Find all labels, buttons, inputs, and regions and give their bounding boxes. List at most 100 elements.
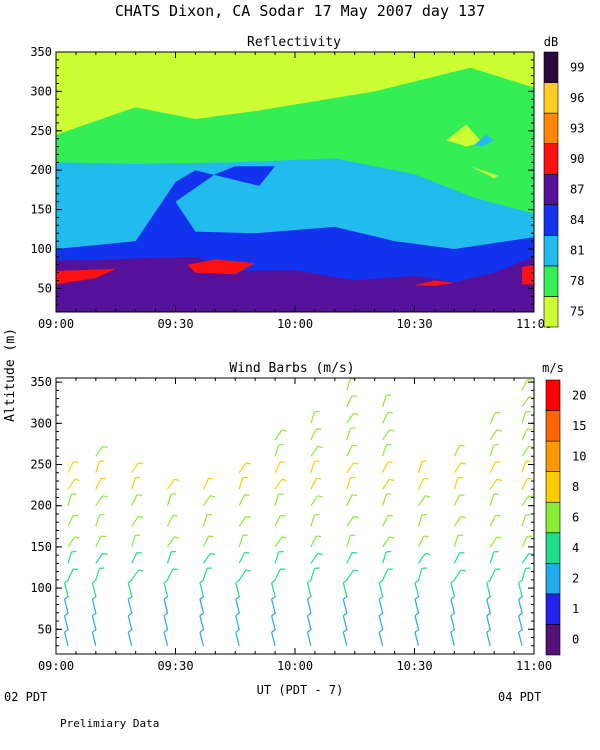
wind-barb — [95, 460, 105, 473]
wind-barb — [489, 536, 502, 548]
x-tick-label: 11:00 — [516, 317, 552, 331]
wind-barb — [306, 612, 312, 630]
wind-barb — [202, 477, 214, 490]
wind-barb — [91, 579, 97, 597]
wind-barb — [274, 429, 287, 441]
reflectivity-panel: Reflectivity 09:00 09:30 10:00 10:30 11:00 50… — [30, 35, 584, 331]
wind-barb — [67, 478, 80, 490]
wind-barb — [521, 428, 533, 441]
wind-barb — [378, 628, 384, 646]
wind-barb — [382, 443, 392, 457]
wind-barb — [67, 551, 77, 564]
reflectivity-colorbar-label: 78 — [570, 274, 584, 288]
reflectivity-colorbar-swatch — [543, 82, 559, 114]
x-tick-label: 09:00 — [38, 317, 74, 331]
reflectivity-colorbar-swatch — [543, 204, 559, 236]
wind-colorbar-label: 20 — [572, 388, 586, 402]
wind-barb — [238, 515, 252, 527]
reflectivity-colorbar-label: 90 — [570, 152, 584, 166]
wind-barb — [202, 513, 212, 527]
wind-barb — [274, 461, 286, 473]
wind-barb — [489, 478, 502, 490]
wind-barb — [417, 567, 428, 581]
wind-barb — [342, 579, 348, 597]
wind-title: Wind Barbs (m/s) — [229, 361, 354, 376]
wind-barb — [131, 534, 141, 548]
x-axis-label: UT (PDT - 7) — [257, 683, 344, 697]
wind-colorbar-label: 8 — [572, 480, 579, 494]
wind-barb — [521, 445, 534, 457]
wind-colorbar-swatch — [545, 532, 561, 564]
wind-barb — [521, 513, 531, 527]
wind-barb — [450, 595, 456, 613]
wind-barb — [489, 514, 501, 527]
wind-barb — [63, 612, 69, 630]
wind-barb — [274, 568, 286, 581]
wind-barb — [382, 461, 393, 473]
wind-barb — [95, 513, 105, 527]
reflectivity-colorbar-label: 75 — [570, 305, 584, 319]
wind-barb — [518, 579, 524, 597]
reflectivity-colorbar-swatch — [543, 173, 559, 206]
y-tick-label: 50 — [38, 622, 52, 636]
wind-barb — [417, 535, 429, 548]
wind-barb — [414, 579, 420, 597]
wind-barb — [521, 379, 533, 391]
wind-barb — [91, 628, 97, 646]
wind-barb — [131, 552, 142, 564]
wind-barb — [271, 595, 277, 613]
reflectivity-colorbar-label: 87 — [570, 183, 584, 197]
wind-frame — [55, 377, 535, 655]
wind-barb — [382, 536, 395, 548]
wind-barb — [95, 567, 105, 581]
reflectivity-contour-90 — [414, 280, 455, 286]
wind-barb — [274, 443, 284, 457]
wind-barb — [453, 462, 467, 474]
wind-barb — [453, 444, 465, 457]
wind-barb — [235, 595, 241, 613]
wind-barb — [238, 476, 248, 490]
wind-barb — [95, 535, 107, 548]
y-tick-label: 250 — [30, 458, 52, 472]
y-tick-label: 300 — [30, 84, 52, 98]
reflectivity-colorbar-swatch — [543, 143, 559, 175]
wind-barb — [274, 551, 284, 564]
wind-barb — [489, 551, 499, 564]
wind-colorbar-label: 0 — [572, 633, 579, 647]
wind-barb — [346, 569, 359, 581]
wind-barb — [235, 628, 241, 646]
x-tick-label: 11:00 — [516, 659, 552, 673]
wind-barb — [274, 493, 284, 506]
y-tick-label: 150 — [30, 540, 52, 554]
wind-barb — [67, 536, 80, 548]
wind-barb — [238, 534, 248, 548]
x-tick-label: 10:30 — [396, 317, 432, 331]
wind-barb — [310, 428, 322, 441]
wind-barb — [489, 411, 501, 424]
wind-barb — [131, 476, 141, 490]
x-tick-label: 10:30 — [396, 659, 432, 673]
wind-barb — [521, 552, 534, 564]
wind-barb — [202, 552, 216, 564]
wind-barb — [346, 515, 359, 527]
wind-barb — [521, 410, 531, 424]
y-tick-label: 150 — [30, 203, 52, 217]
wind-barb — [346, 462, 359, 474]
wind-barb — [202, 535, 214, 548]
wind-barb — [166, 551, 177, 564]
wind-barb — [417, 477, 429, 490]
wind-colorbar-label: 1 — [572, 602, 579, 616]
wind-barb — [67, 514, 79, 527]
wind-barb — [486, 595, 492, 613]
wind-barb — [450, 579, 456, 597]
wind-barb — [199, 595, 205, 613]
x-tick-label: 09:30 — [157, 659, 193, 673]
x-tick-label: 09:30 — [157, 317, 193, 331]
reflectivity-contour-90 — [56, 268, 116, 285]
wind-barb — [271, 579, 277, 597]
wind-barb — [414, 595, 420, 613]
wind-colorbar-swatch — [545, 501, 561, 534]
reflectivity-colorbar-label: 84 — [570, 213, 584, 227]
wind-colorbar: 0 1 2 4 6 8 10 15 20 — [545, 379, 586, 656]
figure-title: CHATS Dixon, CA Sodar 17 May 2007 day 13… — [115, 2, 485, 20]
